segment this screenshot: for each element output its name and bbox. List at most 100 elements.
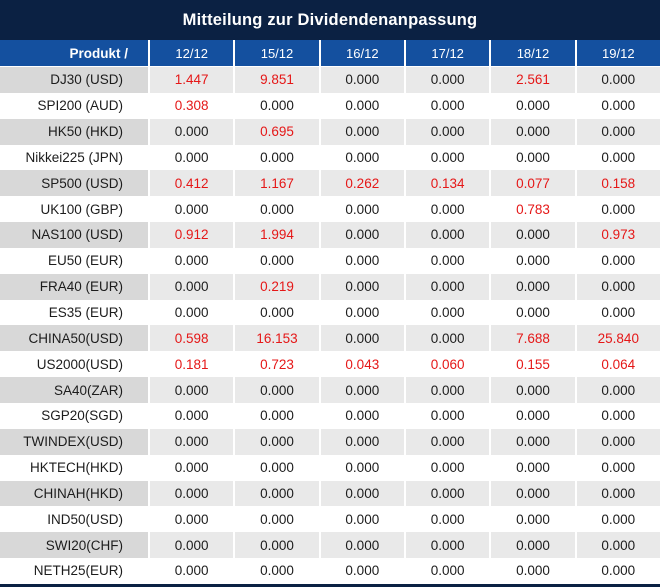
product-name-cell: IND50(USD) (0, 506, 150, 533)
value-cell: 0.000 (405, 92, 492, 119)
column-header-product: Produkt / (0, 40, 150, 66)
value-cell: 0.064 (576, 351, 660, 378)
value-cell: 0.000 (320, 92, 406, 119)
value-cell: 0.000 (150, 299, 236, 326)
page-title: Mitteilung zur Dividendenanpassung (182, 10, 478, 29)
value-cell: 0.000 (150, 144, 236, 171)
value-cell: 0.000 (150, 428, 236, 455)
value-cell: 0.134 (405, 170, 492, 197)
value-cell: 0.262 (320, 170, 406, 197)
value-cell: 0.000 (150, 402, 236, 429)
value-cell: 0.000 (576, 428, 660, 455)
value-cell: 0.000 (405, 67, 492, 93)
value-cell: 0.000 (491, 144, 577, 171)
value-cell: 0.000 (150, 273, 236, 300)
value-cell: 0.000 (235, 144, 321, 171)
value-cell: 0.000 (235, 196, 321, 223)
product-name-cell: Nikkei225 (JPN) (0, 144, 150, 171)
value-cell: 0.000 (320, 532, 406, 559)
table-row: SWI20(CHF) 0.000 0.000 0.000 0.000 0.000 0.00… (0, 532, 660, 559)
value-cell: 0.000 (491, 532, 577, 559)
value-cell: 0.000 (405, 377, 492, 403)
column-header-date: 12/12 (150, 40, 236, 66)
value-cell: 0.000 (491, 273, 577, 300)
table-row: SA40(ZAR) 0.000 0.000 0.000 0.000 0.000 0.000 (0, 377, 660, 403)
value-cell: 0.000 (235, 377, 321, 403)
table-row: FRA40 (EUR) 0.000 0.219 0.000 0.000 0.000 0.0… (0, 273, 660, 300)
value-cell: 0.000 (235, 92, 321, 119)
value-cell: 0.000 (491, 480, 577, 507)
table-row: IND50(USD) 0.000 0.000 0.000 0.000 0.000 0.00… (0, 506, 660, 533)
value-cell: 0.000 (320, 402, 406, 429)
value-cell: 0.000 (235, 532, 321, 559)
table-row: SGP20(SGD) 0.000 0.000 0.000 0.000 0.000 0.00… (0, 402, 660, 429)
value-cell: 0.000 (576, 247, 660, 274)
column-header-date: 18/12 (491, 40, 577, 66)
table-body: DJ30 (USD) 1.447 9.851 0.000 0.000 2.561 0.00… (0, 67, 660, 584)
table-row: SP500 (USD) 0.412 1.167 0.262 0.134 0.077 0.1… (0, 170, 660, 197)
value-cell: 0.000 (235, 558, 321, 584)
value-cell: 0.412 (150, 170, 236, 197)
value-cell: 0.000 (235, 454, 321, 481)
product-name-cell: US2000(USD) (0, 351, 150, 378)
product-name-cell: SPI200 (AUD) (0, 92, 150, 119)
value-cell: 0.000 (491, 402, 577, 429)
product-name-cell: NETH25(EUR) (0, 558, 150, 584)
product-name-cell: NAS100 (USD) (0, 222, 150, 248)
table-row: NAS100 (USD) 0.912 1.994 0.000 0.000 0.000 0.… (0, 222, 660, 248)
table-header-row: Produkt / 12/12 15/12 16/12 17/12 18/12 19/12 (0, 40, 660, 67)
value-cell: 0.598 (150, 325, 236, 352)
value-cell: 0.000 (491, 454, 577, 481)
value-cell: 0.060 (405, 351, 492, 378)
value-cell: 0.000 (150, 454, 236, 481)
product-name-cell: SA40(ZAR) (0, 377, 150, 403)
product-name-cell: CHINA50(USD) (0, 325, 150, 352)
value-cell: 0.000 (491, 428, 577, 455)
product-name-cell: EU50 (EUR) (0, 247, 150, 274)
value-cell: 0.000 (576, 532, 660, 559)
product-name-cell: HK50 (HKD) (0, 118, 150, 145)
value-cell: 0.181 (150, 351, 236, 378)
value-cell: 0.000 (405, 506, 492, 533)
value-cell: 0.000 (405, 144, 492, 171)
value-cell: 0.000 (405, 118, 492, 145)
value-cell: 0.000 (320, 428, 406, 455)
notice-title-bar: Mitteilung zur Dividendenanpassung (0, 0, 660, 40)
value-cell: 0.000 (235, 247, 321, 274)
value-cell: 0.000 (235, 480, 321, 507)
value-cell: 0.000 (320, 377, 406, 403)
value-cell: 0.000 (405, 299, 492, 326)
bottom-border-bar (0, 584, 660, 587)
table-row: SPI200 (AUD) 0.308 0.000 0.000 0.000 0.000 0.… (0, 92, 660, 119)
value-cell: 0.308 (150, 92, 236, 119)
value-cell: 1.994 (235, 222, 321, 248)
value-cell: 0.000 (320, 506, 406, 533)
value-cell: 0.000 (491, 92, 577, 119)
table-row: CHINA50(USD) 0.598 16.153 0.000 0.000 7.688 2… (0, 325, 660, 352)
table-row: CHINAH(HKD) 0.000 0.000 0.000 0.000 0.000 0.0… (0, 480, 660, 507)
table-row: DJ30 (USD) 1.447 9.851 0.000 0.000 2.561 0.00… (0, 67, 660, 93)
column-header-date: 17/12 (405, 40, 492, 66)
value-cell: 0.000 (576, 480, 660, 507)
value-cell: 0.000 (320, 247, 406, 274)
value-cell: 0.000 (235, 402, 321, 429)
product-name-cell: SGP20(SGD) (0, 402, 150, 429)
value-cell: 0.000 (576, 67, 660, 93)
value-cell: 0.000 (576, 299, 660, 326)
table-row: HKTECH(HKD) 0.000 0.000 0.000 0.000 0.000 0.0… (0, 454, 660, 481)
table-row: TWINDEX(USD) 0.000 0.000 0.000 0.000 0.000 0.… (0, 428, 660, 455)
value-cell: 0.000 (320, 299, 406, 326)
value-cell: 0.000 (576, 377, 660, 403)
value-cell: 0.077 (491, 170, 577, 197)
value-cell: 0.000 (405, 325, 492, 352)
value-cell: 0.000 (320, 67, 406, 93)
table-row: Nikkei225 (JPN) 0.000 0.000 0.000 0.000 0.00… (0, 144, 660, 171)
value-cell: 0.000 (576, 402, 660, 429)
value-cell: 7.688 (491, 325, 577, 352)
value-cell: 0.783 (491, 196, 577, 223)
product-name-cell: ES35 (EUR) (0, 299, 150, 326)
value-cell: 0.000 (405, 247, 492, 274)
value-cell: 0.000 (320, 325, 406, 352)
value-cell: 0.000 (576, 144, 660, 171)
